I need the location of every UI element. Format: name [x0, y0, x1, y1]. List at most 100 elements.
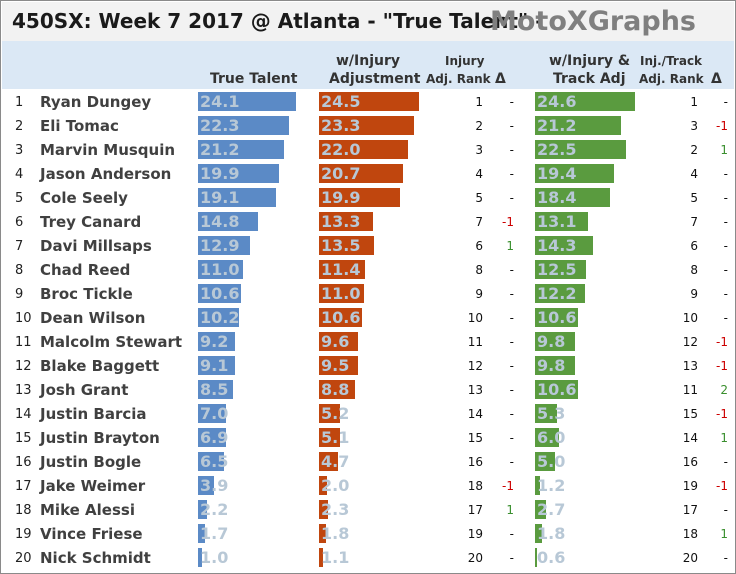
tt-bar: [198, 524, 205, 543]
rider-name: Vince Friese: [40, 525, 143, 543]
inj-value: 5.1: [321, 428, 350, 447]
rider-name: Blake Baggett: [40, 357, 160, 375]
tt-bar: [198, 380, 233, 399]
tt-bar: [198, 332, 235, 351]
track-adj-rank: 17: [682, 503, 698, 517]
trk-bar: [535, 308, 578, 327]
rank-number: 20: [15, 551, 32, 566]
track-adj-rank: 15: [682, 407, 698, 421]
header-track-adj-line2: Track Adj: [553, 71, 626, 87]
tt-value: 7.0: [200, 404, 229, 423]
inj-bar: [319, 236, 374, 255]
trk-value: 10.6: [537, 308, 577, 327]
inj-bar: [319, 92, 419, 111]
track-adj-rank: 6: [690, 239, 698, 253]
track-adj-rank: 18: [682, 527, 698, 541]
rank-number: 17: [15, 479, 32, 494]
inj-bar: [319, 164, 403, 183]
injury-adj-rank: 5: [475, 191, 483, 205]
rank-number: 10: [15, 311, 32, 326]
trk-bar: [535, 500, 546, 519]
inj-value: 11.4: [321, 260, 361, 279]
track-adj-rank: 8: [690, 263, 698, 277]
rank-number: 2: [15, 119, 24, 134]
inj-value: 20.7: [321, 164, 361, 183]
injury-adj-rank: 1: [475, 95, 483, 109]
track-rank-delta: 1: [720, 143, 728, 157]
trk-bar: [535, 404, 557, 423]
trk-value: 1.2: [537, 476, 566, 495]
track-rank-delta: -: [723, 239, 728, 253]
track-rank-delta: -1: [716, 335, 728, 349]
tt-bar: [198, 404, 226, 423]
inj-value: 2.0: [321, 476, 350, 495]
tt-bar: [198, 284, 241, 303]
injury-rank-delta: -1: [502, 215, 514, 229]
injury-adj-rank: 11: [467, 335, 483, 349]
injury-adj-rank: 19: [467, 527, 483, 541]
injury-adj-rank: 4: [475, 167, 483, 181]
inj-value: 10.6: [321, 308, 361, 327]
track-adj-rank: 12: [682, 335, 698, 349]
inj-bar: [319, 332, 358, 351]
injury-adj-rank: 2: [475, 119, 483, 133]
trk-bar: [535, 476, 540, 495]
inj-bar: [319, 548, 323, 567]
tt-bar: [198, 116, 289, 135]
track-rank-delta: 1: [720, 527, 728, 541]
rider-name: Eli Tomac: [40, 117, 119, 135]
track-adj-rank: 7: [690, 215, 698, 229]
track-rank-delta: -: [723, 311, 728, 325]
trk-value: 22.5: [537, 140, 577, 159]
injury-rank-delta: -: [509, 551, 514, 565]
rank-number: 6: [15, 215, 24, 230]
rider-name: Nick Schmidt: [40, 549, 151, 567]
trk-value: 12.2: [537, 284, 577, 303]
injury-adj-rank: 3: [475, 143, 483, 157]
injury-adj-rank: 18: [467, 479, 483, 493]
track-rank-delta: -: [723, 191, 728, 205]
rider-name: Malcolm Stewart: [40, 333, 183, 351]
inj-value: 19.9: [321, 188, 361, 207]
tt-value: 11.0: [200, 260, 240, 279]
inj-bar: [319, 188, 400, 207]
trk-bar: [535, 236, 593, 255]
track-adj-rank: 1: [690, 95, 698, 109]
trk-value: 0.6: [537, 548, 566, 567]
injury-adj-rank: 8: [475, 263, 483, 277]
rank-number: 13: [15, 383, 32, 398]
tt-bar: [198, 236, 250, 255]
track-adj-rank: 4: [690, 167, 698, 181]
trk-value: 2.7: [537, 500, 566, 519]
tt-value: 1.7: [200, 524, 229, 543]
injury-rank-delta: -: [509, 143, 514, 157]
trk-bar: [535, 452, 555, 471]
header-injury-adj-line2: Adjustment: [329, 71, 421, 87]
injury-rank-delta: -: [509, 263, 514, 277]
inj-bar: [319, 476, 327, 495]
tt-bar: [198, 92, 296, 111]
track-rank-delta: -: [723, 287, 728, 301]
rank-number: 1: [15, 95, 24, 110]
rider-name: Dean Wilson: [40, 309, 146, 327]
trk-value: 19.4: [537, 164, 577, 183]
injury-adj-rank: 14: [467, 407, 483, 421]
trk-value: 5.3: [537, 404, 566, 423]
inj-bar: [319, 452, 338, 471]
track-rank-delta: 1: [720, 431, 728, 445]
rank-number: 4: [15, 167, 24, 182]
injury-rank-delta: -1: [502, 479, 514, 493]
trk-value: 13.1: [537, 212, 577, 231]
tt-value: 1.0: [200, 548, 229, 567]
rider-name: Cole Seely: [40, 189, 128, 207]
header-injury-rank-line2: Adj. Rank: [426, 72, 491, 86]
rank-number: 14: [15, 407, 32, 422]
inj-value: 13.5: [321, 236, 361, 255]
trk-bar: [535, 140, 626, 159]
track-adj-rank: 11: [682, 383, 698, 397]
header-true-talent: True Talent: [210, 71, 298, 87]
track-rank-delta: -1: [716, 407, 728, 421]
inj-value: 2.3: [321, 500, 350, 519]
tt-bar: [198, 308, 239, 327]
tt-value: 21.2: [200, 140, 240, 159]
